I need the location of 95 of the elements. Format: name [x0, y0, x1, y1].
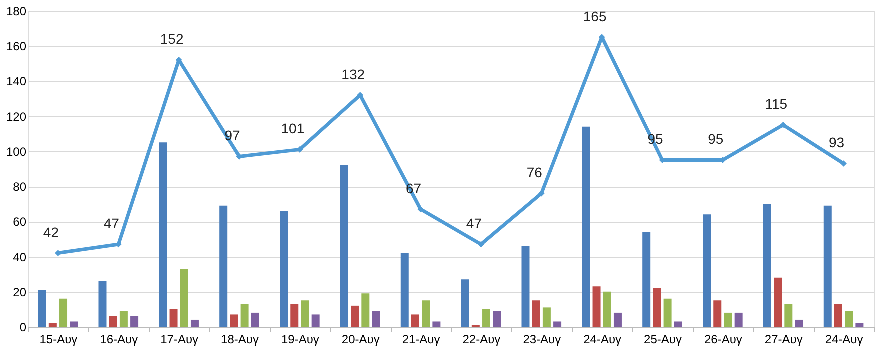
point	[538, 190, 545, 197]
point	[418, 206, 424, 213]
bar	[159, 142, 168, 327]
point	[780, 122, 787, 128]
x-tick-label: 21-Αυγ	[402, 332, 440, 346]
x-tick-label: 24-Αυγ	[825, 332, 864, 346]
data-label: 165	[583, 8, 607, 24]
bar	[824, 206, 832, 327]
bar	[554, 322, 562, 327]
x-tick-label: 25-Αυγ	[644, 332, 682, 346]
data-label: 95	[708, 131, 724, 148]
bar	[856, 323, 864, 327]
data-label: 115	[765, 96, 788, 112]
y-tick-label: 20	[13, 285, 27, 300]
bar	[542, 308, 551, 327]
y-tick-label: 180	[6, 4, 27, 18]
bar	[48, 323, 57, 327]
bar	[230, 314, 238, 327]
bar	[60, 298, 68, 327]
bar	[70, 322, 78, 327]
bar	[482, 309, 491, 327]
bar	[432, 322, 441, 327]
bar	[109, 316, 118, 327]
bar	[724, 312, 732, 327]
bar	[664, 298, 672, 327]
bar	[653, 288, 662, 327]
data-label: 132	[342, 66, 366, 82]
y-tick-label: 120	[6, 110, 27, 124]
bar	[461, 280, 470, 327]
bar	[280, 211, 288, 327]
bar	[642, 232, 651, 327]
bar	[411, 314, 420, 327]
bar	[98, 281, 107, 327]
bar	[674, 322, 682, 327]
bar	[422, 300, 430, 327]
point	[840, 160, 847, 167]
bar	[795, 320, 804, 327]
bar	[845, 311, 854, 327]
data-label: 47	[104, 215, 120, 232]
x-tick-label: 23-Αυγ	[523, 332, 562, 346]
bar	[130, 316, 139, 327]
x-tick-label: 22-Αυγ	[462, 332, 501, 346]
y-tick-label: 40	[13, 250, 27, 264]
data-label: 93	[828, 134, 845, 151]
bar	[592, 286, 601, 327]
x-tick-label: 15-Αυγ	[40, 332, 78, 346]
x-tick-label: 27-Αυγ	[764, 332, 803, 346]
bar	[774, 278, 782, 327]
data-label: 47	[466, 215, 482, 232]
bar	[532, 300, 540, 327]
y-tick-label: 60	[13, 215, 27, 230]
bar	[170, 309, 178, 327]
bar	[351, 306, 360, 327]
x-tick-label: 24-Αυγ	[584, 332, 622, 346]
bar	[784, 304, 793, 327]
bar	[522, 246, 530, 327]
y-tick-label: 160	[6, 40, 27, 54]
data-label: 42	[43, 224, 60, 240]
bar	[190, 320, 199, 327]
bar	[180, 269, 188, 327]
y-tick-label: 80	[13, 180, 27, 194]
bar	[312, 314, 320, 327]
y-tick-label: 0	[20, 320, 27, 334]
y-tick-label: 140	[6, 74, 27, 89]
bar	[734, 312, 743, 327]
bar	[714, 300, 722, 327]
data-label: 152	[160, 31, 184, 48]
bar	[290, 304, 299, 327]
x-tick-label: 16-Αυγ	[100, 332, 138, 346]
bar	[372, 311, 380, 327]
bar	[220, 206, 228, 327]
x-tick-label: 26-Αυγ	[704, 332, 742, 346]
bar	[400, 253, 409, 327]
x-tick-label: 18-Αυγ	[221, 332, 259, 346]
bar	[120, 311, 128, 327]
bar	[763, 204, 772, 327]
y-tick-label: 100	[6, 144, 27, 159]
bar	[834, 304, 842, 327]
bar	[301, 300, 310, 327]
bar	[582, 126, 590, 327]
point	[478, 241, 484, 248]
bar	[703, 214, 712, 327]
bar	[603, 292, 612, 327]
bar	[362, 294, 370, 327]
bar	[251, 312, 260, 327]
bar	[340, 165, 348, 327]
bar	[493, 311, 502, 327]
bar	[38, 290, 46, 327]
data-label: 101	[281, 120, 305, 137]
x-tick-label: 17-Αυγ	[160, 332, 199, 346]
x-tick-label: 20-Αυγ	[342, 332, 380, 346]
data-label: 76	[526, 164, 543, 181]
bar	[614, 312, 622, 327]
bar	[240, 304, 249, 327]
x-tick-label: 19-Αυγ	[281, 332, 320, 346]
